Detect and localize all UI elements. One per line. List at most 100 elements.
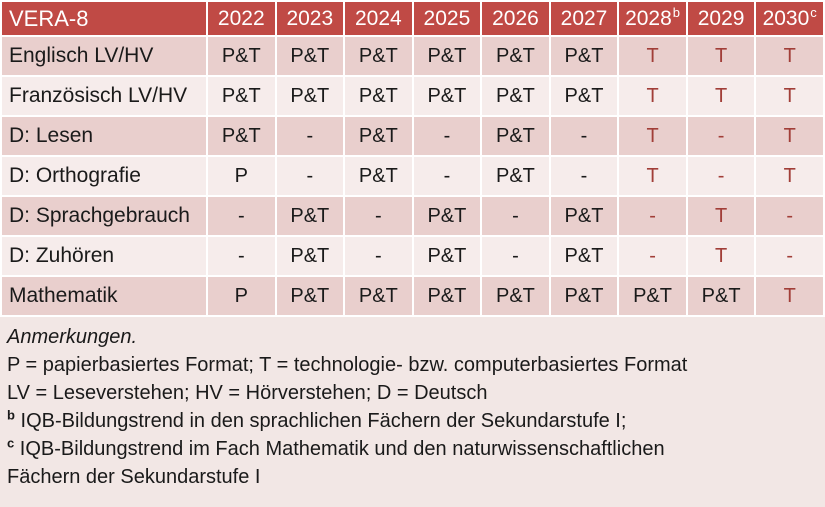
table-body: Englisch LV/HV P&T P&T P&T P&T P&T P&T T T T Franz… [2,37,823,315]
value-cell: P [208,157,275,195]
subject-label-cell: D: Sprachgebrauch [2,197,206,235]
year-header-2023: 2023 [276,2,344,35]
value-cell: P&T [345,157,412,195]
footnote-superscript-b: b [7,407,15,423]
value-cell: P&T [208,77,275,115]
value-cell: T [619,77,686,115]
year-header-2028: 2028b [619,2,686,35]
value-cell: P&T [345,77,412,115]
value-cell: - [619,197,686,235]
footnote-superscript-c: c [7,435,15,451]
value-cell: P&T [482,37,549,75]
value-cell: P&T [208,117,275,155]
note-line: P = papierbasiertes Format; T = technolo… [7,354,688,376]
value-cell: P&T [413,77,481,115]
value-cell: T [756,277,823,315]
value-cell: T [756,117,823,155]
value-cell: T [756,77,823,115]
value-cell: P&T [550,197,618,235]
value-cell: P&T [550,77,618,115]
value-cell: T [687,197,755,235]
value-cell: P&T [345,37,412,75]
table-header-row: VERA-8 2022 2023 2024 2025 2026 2027 2028b 2029 2… [2,2,823,35]
value-cell: P&T [482,157,549,195]
value-cell: P&T [619,277,686,315]
subject-label-cell: D: Lesen [2,117,206,155]
value-cell: P&T [413,197,481,235]
subject-label-cell: D: Zuhören [2,237,206,275]
value-cell: - [276,117,344,155]
value-cell: P&T [276,37,344,75]
value-cell: T [619,117,686,155]
value-cell: - [550,157,618,195]
table-row: Englisch LV/HV P&T P&T P&T P&T P&T P&T T T T [2,37,823,75]
value-cell: P&T [345,117,412,155]
value-cell: T [687,77,755,115]
value-cell: P&T [413,237,481,275]
year-header-2025: 2025 [413,2,481,35]
table-row: D: Orthografie P - P&T - P&T - T - T [2,157,823,195]
value-cell: P&T [482,277,549,315]
value-cell: P&T [276,237,344,275]
value-cell: T [619,157,686,195]
value-cell: P&T [276,77,344,115]
notes-section: Anmerkungen. P = papierbasiertes Format;… [0,317,825,507]
value-cell: - [619,237,686,275]
value-cell: P&T [413,37,481,75]
value-cell: - [208,197,275,235]
value-cell: P&T [482,117,549,155]
value-cell: - [687,157,755,195]
header-superscript-b: b [672,4,681,20]
notes-heading: Anmerkungen. [7,326,138,348]
value-cell: T [756,157,823,195]
value-cell: - [482,197,549,235]
year-header-2029: 2029 [687,2,755,35]
value-cell: P [208,277,275,315]
value-cell: - [413,157,481,195]
value-cell: P&T [276,277,344,315]
value-cell: T [687,237,755,275]
vera8-schedule-table: VERA-8 2022 2023 2024 2025 2026 2027 2028b 2029 2… [2,2,823,315]
value-cell: T [687,37,755,75]
note-line: b IQB-Bildungstrend in den sprachlichen … [7,407,627,432]
year-header-2026: 2026 [482,2,549,35]
value-cell: P&T [276,197,344,235]
note-line: LV = Leseverstehen; HV = Hörverstehen; D… [7,382,488,404]
year-header-2027: 2027 [550,2,618,35]
year-header-2024: 2024 [345,2,412,35]
value-cell: - [276,157,344,195]
subject-label-cell: Französisch LV/HV [2,77,206,115]
value-cell: - [756,237,823,275]
value-cell: - [687,117,755,155]
header-superscript-c: c [810,4,817,20]
table-row: D: Zuhören - P&T - P&T - P&T - T - [2,237,823,275]
value-cell: - [550,117,618,155]
value-cell: - [345,197,412,235]
value-cell: - [482,237,549,275]
value-cell: - [345,237,412,275]
subject-label-cell: Englisch LV/HV [2,37,206,75]
table-row: Mathematik P P&T P&T P&T P&T P&T P&T P&T T [2,277,823,315]
value-cell: T [619,37,686,75]
value-cell: P&T [208,37,275,75]
note-line: c IQB-Bildungstrend im Fach Mathematik u… [7,435,665,460]
table-title-cell: VERA-8 [2,2,206,35]
table-row: Französisch LV/HV P&T P&T P&T P&T P&T P&T T T T [2,77,823,115]
value-cell: P&T [345,277,412,315]
value-cell: P&T [482,77,549,115]
value-cell: P&T [413,277,481,315]
year-header-2030: 2030c [756,2,823,35]
year-header-2022: 2022 [208,2,275,35]
value-cell: - [413,117,481,155]
value-cell: T [756,37,823,75]
table-row: D: Sprachgebrauch - P&T - P&T - P&T - T - [2,197,823,235]
note-line: Fächern der Sekundarstufe I [7,466,261,488]
subject-label-cell: Mathematik [2,277,206,315]
value-cell: P&T [550,37,618,75]
subject-label-cell: D: Orthografie [2,157,206,195]
notes-lines: P = papierbasiertes Format; T = technolo… [7,351,815,491]
value-cell: P&T [550,277,618,315]
table-row: D: Lesen P&T - P&T - P&T - T - T [2,117,823,155]
value-cell: - [756,197,823,235]
value-cell: - [208,237,275,275]
